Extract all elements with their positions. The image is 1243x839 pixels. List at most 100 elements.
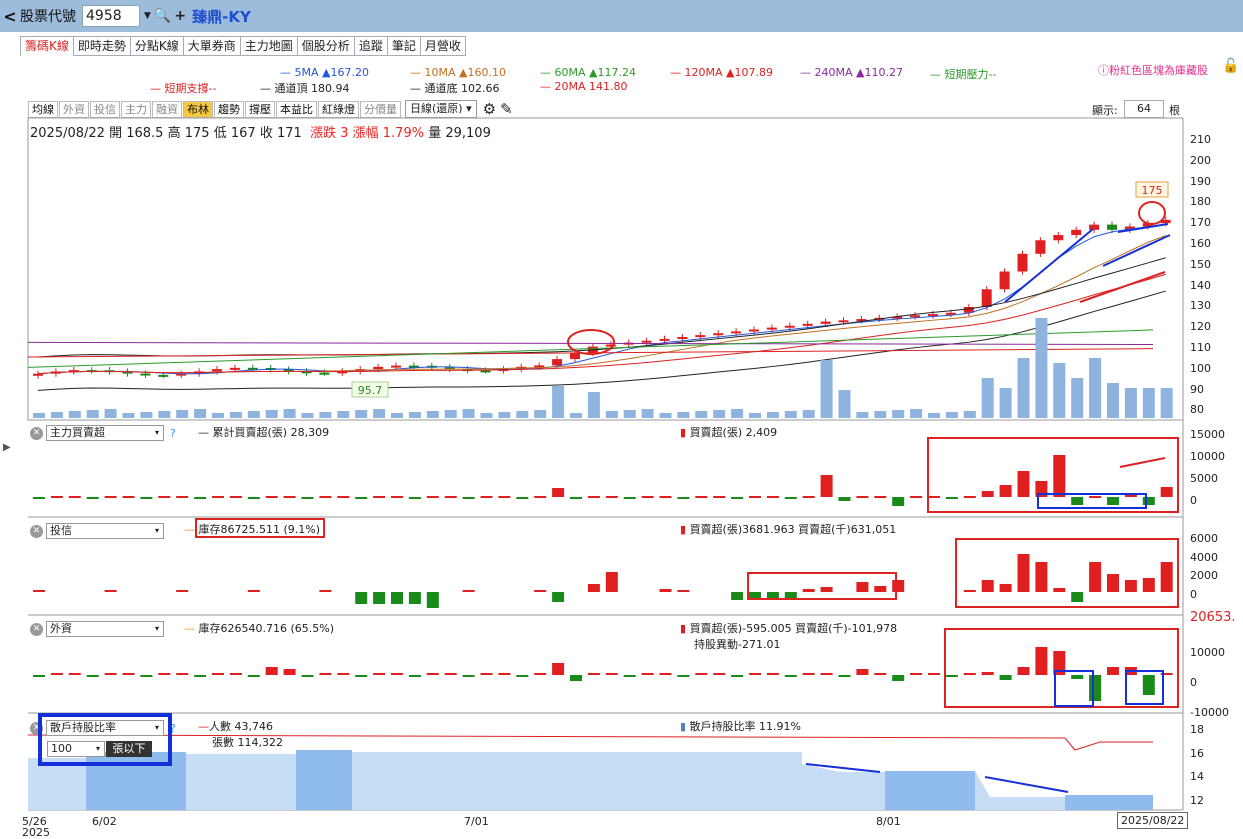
price-tick: 170 [1190, 216, 1211, 230]
main-force-bar [86, 497, 99, 499]
x-label: 6/02 [92, 815, 117, 828]
foreign-bar [337, 673, 350, 675]
tab-notes[interactable]: 筆記 [386, 36, 420, 56]
foreign-bar [570, 675, 582, 681]
trust-bar [605, 572, 618, 592]
axis-tick: 6000 [1190, 532, 1218, 545]
price-tick: 100 [1190, 361, 1211, 375]
candle [570, 352, 580, 360]
price-tick: 140 [1190, 278, 1211, 292]
volume-bar [498, 412, 511, 418]
foreign-bar [892, 675, 905, 681]
btn-pe[interactable]: 本益比 [276, 100, 317, 118]
annotation-box [955, 538, 1179, 608]
close-icon[interactable]: ✕ [30, 426, 43, 440]
btn-price-volume[interactable]: 分價量 [360, 100, 401, 118]
foreign-bar [158, 673, 171, 675]
volume-bar [1089, 358, 1102, 418]
candle [229, 367, 240, 370]
main-force-bar [301, 497, 314, 499]
low-label: 低 [213, 126, 227, 141]
btn-main[interactable]: 主力 [121, 100, 151, 118]
lock-icon[interactable]: 🔓 [1222, 58, 1240, 74]
tab-main-map[interactable]: 主力地圖 [239, 36, 297, 56]
main-force-bar [534, 496, 547, 498]
candle [408, 365, 419, 368]
search-icon[interactable]: 🔍 [153, 8, 172, 24]
trust-bar [587, 584, 600, 592]
volume-bar [570, 413, 582, 418]
foreign-axis: 10000 0 -10000 [1190, 638, 1229, 728]
help-icon[interactable]: ? [170, 426, 176, 440]
chevron-down-icon[interactable]: ▼ [144, 11, 151, 21]
add-icon[interactable]: + [174, 8, 187, 24]
volume-bar [86, 410, 99, 418]
main-force-bar [570, 497, 582, 499]
price-tick: 190 [1190, 174, 1211, 188]
indicator-toolbar: 均線 外資 投信 主力 融資 布林 趨勢 撐壓 本益比 紅綠燈 分價量 日線(還… [28, 100, 513, 118]
pencil-icon[interactable]: ✎ [500, 100, 513, 118]
trust-stock: — 庫存86725.511 (9.1%) [184, 523, 321, 536]
volume-bar [122, 413, 135, 418]
high-value: 175 [184, 126, 210, 141]
tab-chip-kline[interactable]: 籌碼K線 [20, 36, 73, 56]
price-tick: 150 [1190, 257, 1211, 271]
trust-bar [391, 592, 403, 604]
trust-bar [856, 582, 869, 592]
help-icon[interactable]: ? [170, 721, 176, 735]
trust-bar [355, 592, 368, 604]
main-force-bar [623, 497, 636, 499]
tab-stock-analysis[interactable]: 個股分析 [296, 36, 354, 56]
btn-trust[interactable]: 投信 [90, 100, 120, 118]
tab-realtime[interactable]: 即時走勢 [72, 36, 130, 56]
annotation-circle [567, 329, 615, 355]
tab-branch-kline[interactable]: 分點K線 [129, 36, 183, 56]
btn-margin[interactable]: 融資 [152, 100, 182, 118]
trust-bar [999, 584, 1012, 592]
foreign-hold-change: 持股異動-271.01 [694, 638, 781, 651]
gear-icon[interactable]: ⚙ [482, 100, 497, 118]
threshold-select[interactable]: 100 ▾ [47, 741, 105, 757]
volume-bar [784, 411, 797, 418]
stock-code-input[interactable]: 4958 [82, 5, 140, 27]
main-force-bar [749, 496, 761, 498]
main-force-bar [33, 497, 45, 499]
main-force-bar [194, 497, 207, 499]
retail-area-seg [1065, 795, 1153, 810]
foreign-select[interactable]: 外資 ▾ [46, 621, 164, 637]
main-force-select[interactable]: 主力買賣超 ▾ [46, 425, 164, 441]
close-icon[interactable]: ✕ [30, 622, 43, 636]
volume-bar [462, 409, 475, 418]
retail-select[interactable]: 散戶持股比率 ▾ [46, 720, 164, 736]
foreign-bs-label: 買賣超(張)-595.005 買賣超(千)-101,978 [689, 622, 898, 635]
btn-bollinger[interactable]: 布林 [183, 100, 213, 118]
trust-bar [677, 590, 690, 592]
btn-trend[interactable]: 趨勢 [214, 100, 244, 118]
main-force-axis: 15000 10000 5000 0 [1190, 424, 1225, 512]
legend-240ma: — 240MA ▲110.27 [800, 66, 903, 79]
tab-monthly-revenue[interactable]: 月營收 [419, 36, 466, 56]
trust-bar [33, 590, 45, 592]
axis-tick: 0 [1190, 494, 1197, 507]
main-force-bar [1053, 455, 1066, 497]
btn-ma[interactable]: 均線 [28, 100, 58, 118]
main-force-bar [981, 491, 994, 497]
volume-bar [766, 412, 779, 418]
candle [373, 366, 384, 370]
btn-traffic-light[interactable]: 紅綠燈 [318, 100, 359, 118]
trust-bar [1053, 588, 1066, 592]
btn-foreign[interactable]: 外資 [59, 100, 89, 118]
channel-top-line [37, 257, 1166, 358]
expand-arrow-icon[interactable]: ▶ [3, 442, 11, 453]
volume-bar [140, 412, 153, 418]
btn-support-resist[interactable]: 撐壓 [245, 100, 275, 118]
volume-bar [945, 412, 958, 418]
back-icon[interactable]: < [3, 6, 17, 26]
trust-bar [319, 590, 332, 592]
tab-big-broker[interactable]: 大單券商 [182, 36, 240, 56]
trust-select[interactable]: 投信 ▾ [46, 523, 164, 539]
close-icon[interactable]: ✕ [30, 524, 43, 538]
candle [659, 338, 670, 341]
tab-track[interactable]: 追蹤 [353, 36, 387, 56]
